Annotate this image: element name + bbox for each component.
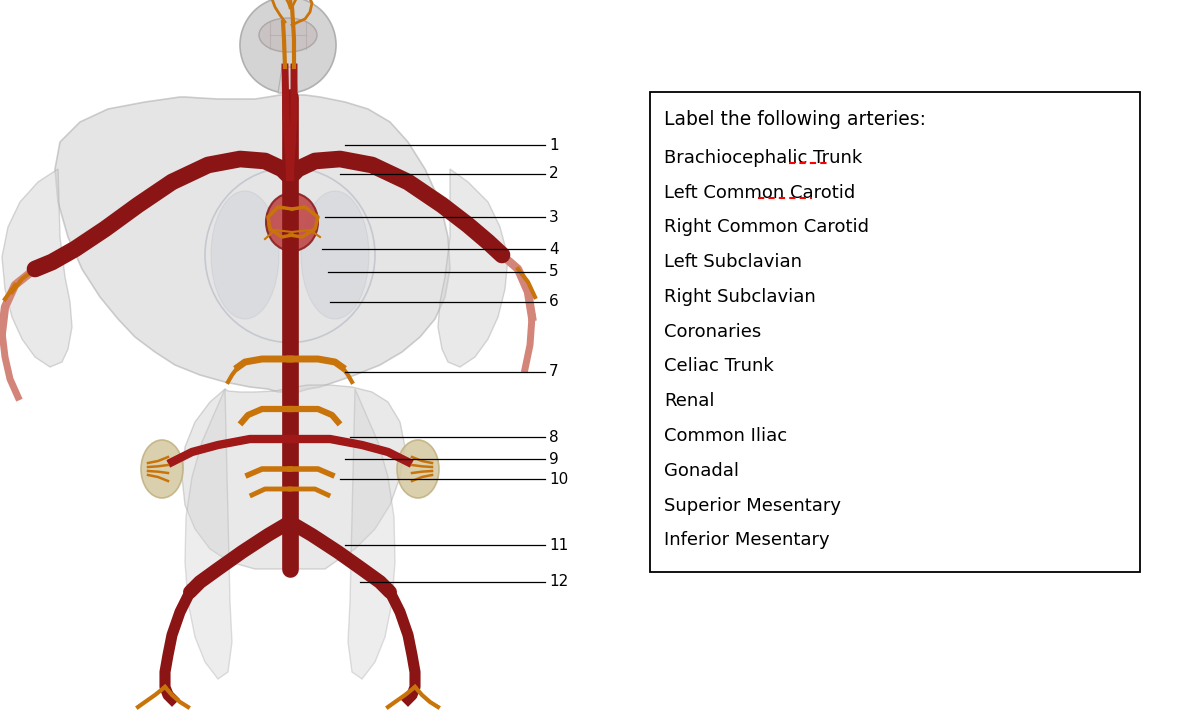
Text: 4: 4 <box>550 242 559 257</box>
Ellipse shape <box>142 440 182 498</box>
Polygon shape <box>185 389 232 679</box>
Text: 8: 8 <box>550 429 559 445</box>
Polygon shape <box>182 385 406 569</box>
Text: 3: 3 <box>550 209 559 224</box>
Text: Right Common Carotid: Right Common Carotid <box>664 219 869 237</box>
Text: 10: 10 <box>550 472 569 487</box>
Ellipse shape <box>397 440 439 498</box>
Text: 2: 2 <box>550 166 559 181</box>
Text: Inferior Mesentary: Inferior Mesentary <box>664 531 829 549</box>
Polygon shape <box>278 67 298 93</box>
Text: Superior Mesentary: Superior Mesentary <box>664 497 841 515</box>
Circle shape <box>240 0 336 93</box>
Text: Gonadal: Gonadal <box>664 462 739 480</box>
Ellipse shape <box>266 193 318 251</box>
Polygon shape <box>438 169 508 367</box>
Text: Coronaries: Coronaries <box>664 323 761 341</box>
Ellipse shape <box>211 191 278 319</box>
Text: 12: 12 <box>550 574 569 589</box>
Polygon shape <box>2 169 72 367</box>
Text: Label the following arteries:: Label the following arteries: <box>664 110 926 129</box>
Text: 6: 6 <box>550 295 559 310</box>
Polygon shape <box>348 389 395 679</box>
Text: Celiac Trunk: Celiac Trunk <box>664 358 774 376</box>
Text: Common Iliac: Common Iliac <box>664 427 787 445</box>
Bar <box>650 92 1140 572</box>
Text: Renal: Renal <box>664 392 714 410</box>
Text: 5: 5 <box>550 265 559 280</box>
Ellipse shape <box>301 191 370 319</box>
Text: Brachiocephalic Trunk: Brachiocephalic Trunk <box>664 149 863 167</box>
Text: Left Subclavian: Left Subclavian <box>664 253 802 271</box>
Text: 9: 9 <box>550 452 559 467</box>
Polygon shape <box>55 95 450 392</box>
Ellipse shape <box>259 18 317 52</box>
Text: Left Common Carotid: Left Common Carotid <box>664 184 856 201</box>
Text: 1: 1 <box>550 138 559 153</box>
Text: 11: 11 <box>550 538 569 553</box>
Text: Right Subclavian: Right Subclavian <box>664 288 816 306</box>
Text: 7: 7 <box>550 364 559 379</box>
